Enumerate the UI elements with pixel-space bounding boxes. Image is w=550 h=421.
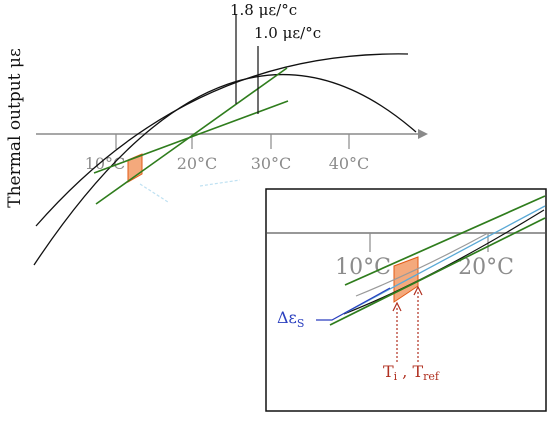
inset-tick-label-20: 20°C bbox=[458, 255, 514, 280]
annotation-slope-2: 1.0 με/°c bbox=[254, 24, 321, 42]
inset-frame bbox=[265, 188, 547, 412]
inset-curve-gray bbox=[355, 232, 489, 297]
thermal-curve-lower bbox=[33, 74, 417, 266]
thermal-curve-upper bbox=[35, 53, 409, 227]
tref-arrow-head bbox=[413, 285, 423, 296]
temperature-label: Ti , Tref bbox=[383, 362, 440, 383]
ti-arrow-head bbox=[392, 301, 402, 312]
main-highlight-region bbox=[127, 153, 143, 183]
inset-tangent-steep bbox=[329, 217, 546, 326]
tick-label-20: 20°C bbox=[177, 154, 218, 173]
inset-tangent-shallow bbox=[344, 195, 546, 286]
delta-epsilon-label: ΔεS bbox=[277, 308, 304, 330]
helper-line-1 bbox=[139, 183, 169, 203]
annotation-slope-1: 1.8 με/°c bbox=[230, 1, 297, 19]
main-x-axis-arrow bbox=[418, 129, 428, 139]
tangent-line-shallow bbox=[93, 100, 289, 174]
tick-label-40: 40°C bbox=[329, 154, 370, 173]
tick-label-30: 30°C bbox=[251, 154, 292, 173]
helper-line-2 bbox=[199, 179, 241, 187]
inset-tick-label-10: 10°C bbox=[335, 255, 391, 280]
delta-epsilon-leader bbox=[316, 287, 391, 321]
y-axis-label: Thermal output με bbox=[5, 48, 25, 208]
inset-curve-blue bbox=[344, 205, 546, 314]
tick-label-10: 10°C bbox=[85, 154, 126, 173]
